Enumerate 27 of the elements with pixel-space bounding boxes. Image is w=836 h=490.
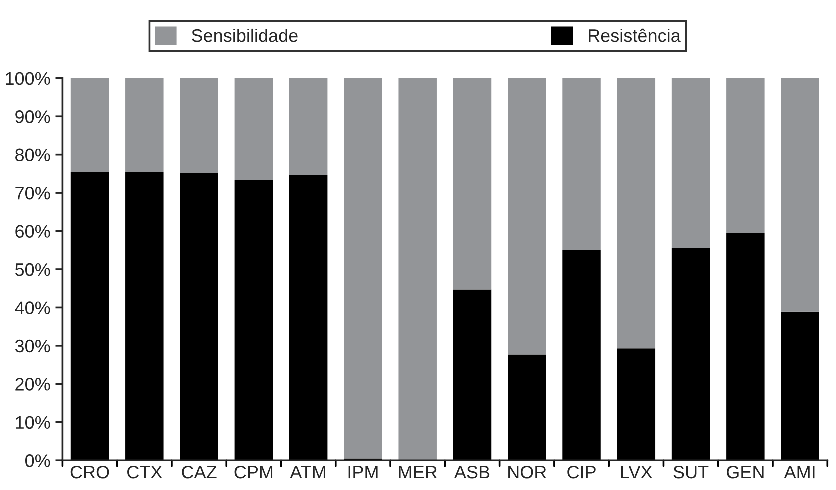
x-tick-label: CPM bbox=[234, 466, 273, 479]
y-tick-label: 90% bbox=[16, 110, 50, 124]
y-tick-label: 60% bbox=[16, 225, 50, 238]
x-tick-label: CRO bbox=[70, 466, 110, 479]
y-tick-label: 10% bbox=[16, 416, 50, 430]
y-tick-label: 0% bbox=[26, 454, 50, 468]
legend-label: Sensibilidade bbox=[192, 28, 298, 42]
x-tick-label: CIP bbox=[568, 466, 596, 479]
x-tick-label: CTX bbox=[128, 466, 162, 479]
x-tick-label: AMI bbox=[784, 466, 815, 479]
x-tick-label: NOR bbox=[508, 466, 546, 479]
y-tick-label: 30% bbox=[15, 340, 50, 353]
y-tick-label: 20% bbox=[16, 378, 50, 391]
x-tick-label: IPM bbox=[348, 466, 378, 479]
x-tick-label: MER bbox=[399, 466, 438, 479]
y-tick-label: 100% bbox=[6, 72, 50, 86]
y-tick-label: 40% bbox=[15, 302, 50, 314]
x-tick-label: CAZ bbox=[182, 466, 217, 479]
x-tick-label: GEN bbox=[727, 466, 764, 479]
x-tick-label: ATM bbox=[290, 466, 326, 479]
y-tick-label: 70% bbox=[16, 186, 50, 200]
legend-label: Resistência bbox=[589, 28, 681, 42]
x-tick-label: ASB bbox=[454, 466, 490, 479]
x-tick-label: SUT bbox=[674, 466, 709, 479]
x-tick-label: LVX bbox=[621, 466, 652, 479]
y-tick-label: 50% bbox=[15, 263, 50, 276]
y-tick-label: 80% bbox=[16, 148, 50, 162]
